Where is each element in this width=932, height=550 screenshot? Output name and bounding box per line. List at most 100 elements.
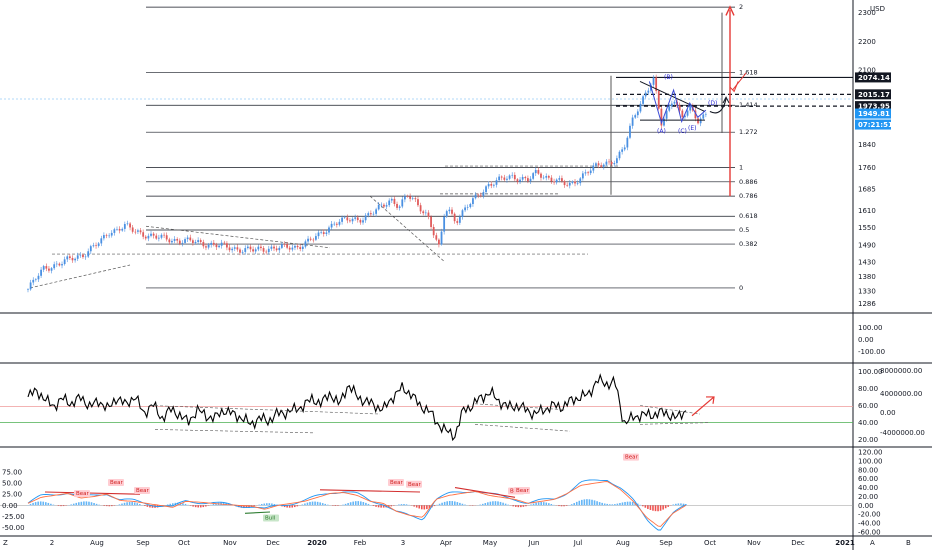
time-axis[interactable]: 2 Aug Sep Oct Nov Dec 2020 Feb 3 Apr May Jun Jul Aug S… bbox=[50, 539, 855, 547]
breakout-arrow-head bbox=[722, 96, 730, 104]
corner-label-z[interactable]: Z bbox=[3, 539, 8, 547]
macd-histogram-bar bbox=[301, 504, 304, 506]
divergence-line bbox=[244, 511, 271, 514]
macd-histogram-bar bbox=[659, 505, 662, 511]
candle-body bbox=[639, 103, 642, 112]
candle-body bbox=[592, 165, 595, 171]
macd-histogram-bar bbox=[530, 504, 532, 506]
macd-histogram-bar bbox=[548, 503, 550, 506]
candle-body bbox=[275, 248, 278, 251]
divergence-line bbox=[454, 487, 516, 498]
candle-body bbox=[377, 204, 380, 210]
macd-histogram-bar bbox=[199, 505, 202, 508]
macd-histogram-bar bbox=[60, 505, 62, 507]
macd-histogram-bar bbox=[680, 503, 682, 506]
macd-histogram-bar bbox=[596, 501, 598, 506]
candle-body bbox=[571, 181, 574, 183]
macd-histogram-bar bbox=[598, 502, 601, 506]
macd-histogram-bar bbox=[136, 503, 139, 506]
candle-body bbox=[694, 110, 697, 119]
macd-histogram-bar bbox=[205, 505, 207, 507]
candle-body bbox=[280, 244, 283, 248]
candle-body bbox=[249, 246, 252, 250]
trendline bbox=[145, 225, 331, 249]
price-tick-label: 1840 bbox=[858, 141, 876, 149]
macd-histogram-bar bbox=[593, 500, 596, 506]
macd-histogram-bar bbox=[565, 505, 568, 506]
fib-level-label: 0 bbox=[739, 284, 743, 292]
time-tick-label: Aug bbox=[90, 539, 104, 547]
candle-body bbox=[265, 251, 268, 253]
macd-histogram-bar bbox=[428, 505, 431, 509]
empty-pane-axis[interactable]: 100.00 0.00 -100.00 bbox=[858, 324, 885, 356]
candle-body bbox=[390, 198, 393, 201]
price-tag-bg bbox=[855, 72, 891, 83]
macd-histogram-bar bbox=[591, 499, 593, 506]
elliott-wave-path bbox=[648, 81, 707, 125]
candle-body bbox=[383, 204, 385, 207]
candle-body bbox=[244, 248, 247, 252]
bear-tag-bg bbox=[388, 479, 404, 486]
candle-body bbox=[456, 221, 459, 223]
candle-body bbox=[660, 108, 663, 126]
candle-body bbox=[362, 220, 364, 223]
candle-body bbox=[396, 203, 398, 208]
candle-body bbox=[532, 173, 535, 179]
macd-histogram-bar bbox=[93, 503, 95, 506]
macd-histogram-bar bbox=[375, 505, 377, 507]
volume-tick-label: 0.00 bbox=[880, 409, 896, 417]
candle-body bbox=[427, 212, 430, 217]
macd-histogram-bar bbox=[667, 505, 670, 507]
macd-axis[interactable]: 120.00100.0080.0060.0040.0020.000.00-20.… bbox=[2, 449, 883, 537]
triangle-pattern[interactable] bbox=[639, 5, 747, 197]
candle-body bbox=[294, 245, 296, 248]
bear-tag: Bear bbox=[76, 491, 90, 497]
fib-level-label: 1 bbox=[739, 163, 743, 171]
macd-histogram-bar bbox=[611, 504, 614, 506]
candle-body bbox=[492, 184, 495, 186]
trendline bbox=[369, 195, 446, 263]
macd-tick-label: -40.00 bbox=[858, 520, 881, 528]
trendlines[interactable] bbox=[29, 12, 853, 289]
candle-body bbox=[498, 176, 501, 181]
macd-histogram-bar bbox=[418, 505, 421, 509]
time-tick-label: Sep bbox=[136, 539, 150, 547]
macd-histogram-bar bbox=[570, 504, 573, 506]
candle-body bbox=[155, 235, 158, 239]
candle-body bbox=[668, 106, 671, 111]
macd-pane[interactable] bbox=[0, 448, 853, 534]
candle-body bbox=[605, 161, 608, 165]
corner-label-b[interactable]: B bbox=[906, 539, 911, 547]
candle-body bbox=[346, 217, 349, 221]
time-tick-label: Dec bbox=[266, 539, 280, 547]
macd-histogram-bar bbox=[146, 505, 149, 507]
candle-body bbox=[220, 242, 223, 246]
price-tag-bg bbox=[855, 119, 891, 130]
candle-body bbox=[453, 213, 456, 222]
fib-level-label: 1.272 bbox=[739, 128, 758, 136]
candle-body bbox=[330, 223, 333, 228]
fib-level-label: 0.618 bbox=[739, 212, 758, 220]
price-tick-label: 1490 bbox=[858, 241, 876, 249]
macd-histogram-bar bbox=[390, 505, 393, 507]
candle-body bbox=[542, 177, 545, 179]
candle-body bbox=[485, 186, 487, 193]
price-pane[interactable] bbox=[0, 0, 853, 312]
oscillator-axis[interactable]: 100.00 80.00 60.00 40.00 20.00 8000000.00 4000… bbox=[858, 367, 925, 444]
macd-histogram-bar bbox=[573, 503, 576, 506]
price-axis[interactable]: 2300 2200 2100 1840 1760 1685 1610 1550 1490 1430… bbox=[858, 9, 876, 308]
macd-histogram-bar bbox=[210, 504, 212, 506]
candle-body bbox=[197, 240, 200, 242]
time-tick-label: Dec bbox=[791, 539, 805, 547]
macd-histogram-bar bbox=[105, 505, 108, 507]
candle-body bbox=[430, 216, 432, 227]
corner-label-a[interactable]: A bbox=[870, 539, 875, 547]
candle-body bbox=[68, 256, 71, 258]
time-tick-label: 2 bbox=[50, 539, 54, 547]
candle-body bbox=[76, 255, 79, 259]
macd-histogram-bar bbox=[80, 501, 83, 506]
candle-body bbox=[147, 235, 150, 239]
fibonacci-levels[interactable]: 2 1.618 1.414 1.272 1 0.886 0.786 0.618 0.5 0.382… bbox=[146, 3, 758, 292]
candle-body bbox=[139, 230, 142, 233]
